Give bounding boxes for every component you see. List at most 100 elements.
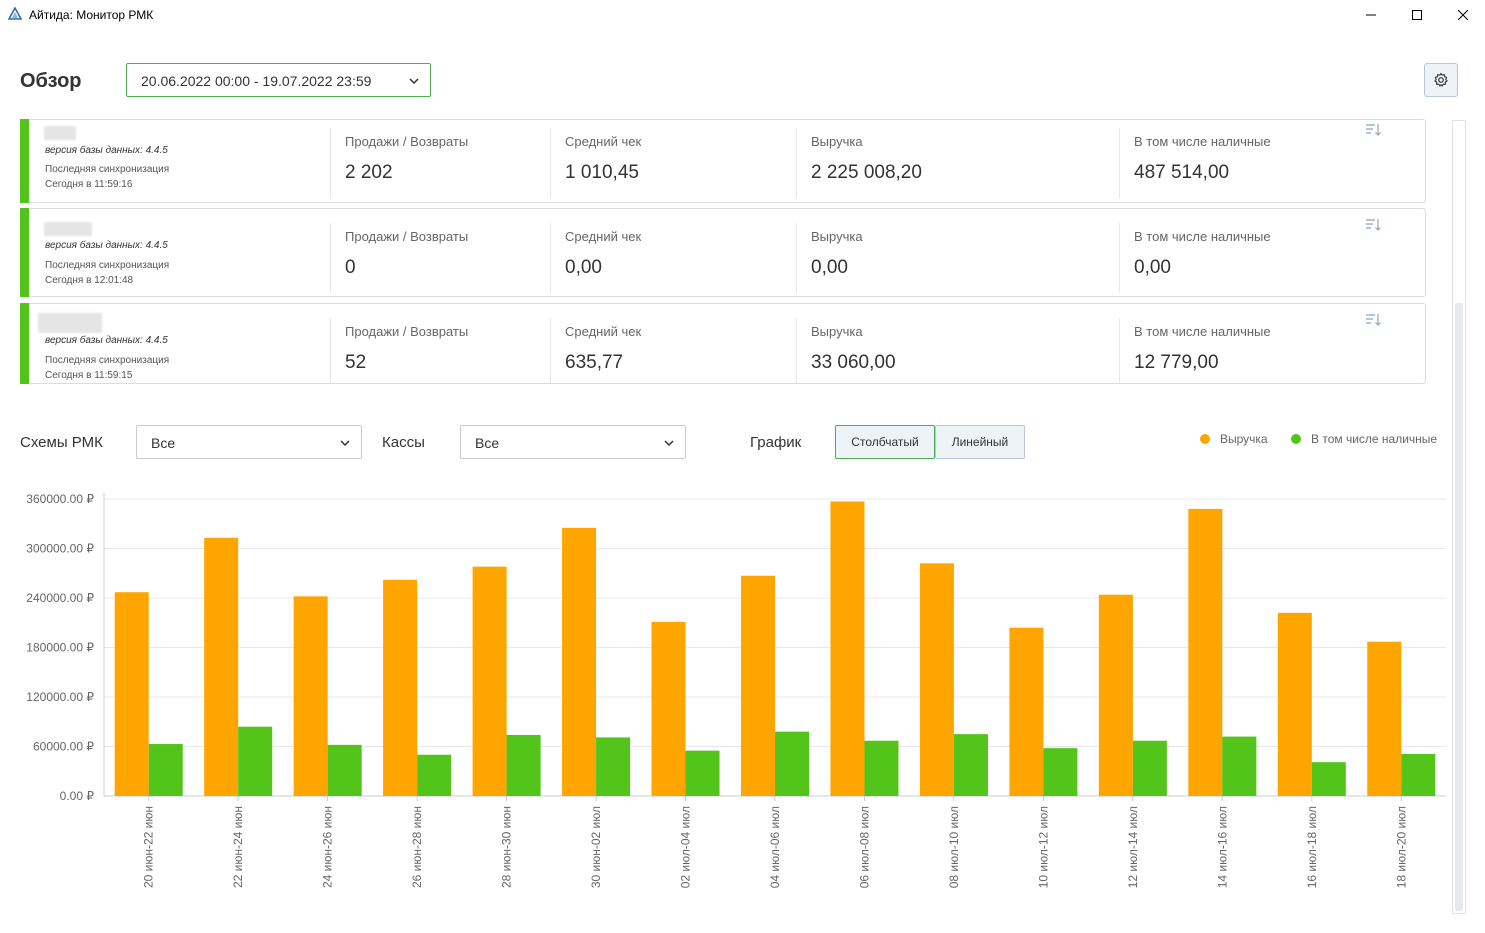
metric-value: 0,00 — [811, 257, 848, 278]
metric-revenue: Выручка 2 225 008,20 — [796, 128, 1119, 198]
db-version: версия базы данных: 4.4.5 — [45, 240, 168, 251]
metric-average-check: Средний чек 635,77 — [550, 318, 796, 384]
metric-sales-returns: Продажи / Возвраты 2 202 — [330, 128, 550, 198]
metric-value: 1 010,45 — [565, 162, 639, 183]
status-stripe — [20, 119, 29, 203]
bar-cash — [417, 754, 452, 796]
store-card[interactable]: версия базы данных: 4.4.5 Последняя синх… — [20, 208, 1426, 297]
bar-revenue — [1009, 627, 1044, 796]
registers-select[interactable]: Все — [460, 425, 686, 459]
schemes-select-value: Все — [151, 435, 176, 451]
store-name-redacted — [38, 313, 102, 333]
sync-label: Последняя синхронизация — [45, 164, 170, 175]
sort-icon[interactable] — [1364, 216, 1382, 234]
metric-label: В том числе наличные — [1134, 134, 1271, 149]
schemes-select[interactable]: Все — [136, 425, 362, 459]
bar-cash — [1043, 748, 1078, 796]
chevron-down-icon — [340, 440, 350, 447]
close-icon — [1458, 10, 1468, 20]
chevron-down-icon — [409, 78, 419, 85]
bar-cash — [1311, 762, 1346, 796]
legend-cash[interactable]: В том числе наличные — [1291, 432, 1437, 446]
legend-revenue[interactable]: Выручка — [1200, 432, 1268, 446]
minimize-button[interactable] — [1348, 0, 1394, 30]
chart-type-line-button[interactable]: Линейный — [935, 425, 1025, 459]
metric-label: Продажи / Возвраты — [345, 134, 469, 149]
bar-cash — [238, 726, 273, 796]
bar-revenue — [919, 563, 954, 796]
bar-revenue — [383, 579, 418, 796]
x-tick-label: 24 июн-26 июн — [321, 806, 335, 888]
metric-cash: В том числе наличные 0,00 — [1119, 223, 1359, 293]
bar-cash — [1401, 753, 1436, 796]
metric-value: 0 — [345, 257, 356, 278]
sort-icon[interactable] — [1364, 121, 1382, 139]
close-button[interactable] — [1440, 0, 1485, 30]
store-card[interactable]: версия базы данных: 4.4.5 Последняя синх… — [20, 303, 1426, 384]
bar-cash — [327, 744, 362, 796]
status-stripe — [20, 303, 29, 384]
sync-label: Последняя синхронизация — [45, 260, 170, 271]
bar-revenue — [741, 575, 775, 796]
bar-cash — [148, 744, 183, 796]
db-version: версия базы данных: 4.4.5 — [45, 335, 168, 346]
legend-label: В том числе наличные — [1311, 432, 1438, 446]
x-tick-label: 12 июл-14 июл — [1126, 806, 1140, 888]
store-name-redacted — [44, 222, 92, 236]
y-tick-label: 60000.00 ₽ — [33, 740, 94, 754]
metric-revenue: Выручка 33 060,00 — [796, 318, 1119, 384]
date-range-picker[interactable]: 20.06.2022 00:00 - 19.07.2022 23:59 — [126, 63, 431, 97]
bar-revenue — [1367, 641, 1402, 796]
metric-label: Выручка — [811, 134, 863, 149]
legend-label: Выручка — [1220, 432, 1268, 446]
x-tick-label: 16 июл-18 июл — [1305, 806, 1319, 888]
bar-revenue — [472, 566, 507, 796]
maximize-button[interactable] — [1394, 0, 1440, 30]
date-range-value: 20.06.2022 00:00 - 19.07.2022 23:59 — [141, 73, 372, 89]
store-name-redacted — [44, 126, 76, 140]
x-tick-label: 10 июл-12 июл — [1036, 806, 1050, 888]
bar-cash — [775, 731, 809, 796]
x-tick-label: 14 июл-16 июл — [1215, 806, 1229, 888]
settings-button[interactable] — [1424, 63, 1458, 97]
bar-cash — [864, 740, 899, 796]
chart-type-bar-button[interactable]: Столбчатый — [835, 425, 935, 459]
registers-label: Кассы — [382, 434, 425, 451]
bar-revenue — [1277, 612, 1312, 796]
metric-cash: В том числе наличные 12 779,00 — [1119, 318, 1359, 384]
scrollbar-thumb[interactable] — [1455, 303, 1463, 911]
metric-label: Средний чек — [565, 229, 642, 244]
bar-cash — [1132, 740, 1167, 796]
vertical-scrollbar[interactable] — [1452, 120, 1466, 914]
legend-dot — [1291, 434, 1301, 444]
metric-value: 0,00 — [565, 257, 602, 278]
metric-value: 2 202 — [345, 162, 393, 183]
y-tick-label: 180000.00 ₽ — [26, 641, 94, 655]
bar-cash — [506, 734, 541, 796]
db-version: версия базы данных: 4.4.5 — [45, 145, 168, 156]
chart-type-label: График — [750, 434, 802, 451]
metric-cash: В том числе наличные 487 514,00 — [1119, 128, 1359, 198]
y-tick-label: 300000.00 ₽ — [26, 542, 94, 556]
metric-value: 487 514,00 — [1134, 162, 1230, 183]
metric-sales-returns: Продажи / Возвраты 52 — [330, 318, 550, 384]
metric-average-check: Средний чек 1 010,45 — [550, 128, 796, 198]
y-tick-label: 0.00 ₽ — [60, 789, 95, 803]
sort-icon[interactable] — [1364, 311, 1382, 329]
gear-icon — [1434, 72, 1448, 87]
bar-revenue — [1188, 508, 1223, 796]
x-tick-label: 06 июл-08 июл — [857, 806, 871, 888]
x-tick-label: 22 июн-24 июн — [231, 806, 245, 888]
metric-label: Продажи / Возвраты — [345, 324, 469, 339]
x-tick-label: 18 июл-20 июл — [1394, 806, 1408, 888]
x-tick-label: 30 июн-02 июл — [589, 806, 603, 888]
sync-time: Сегодня в 11:59:15 — [45, 370, 133, 381]
store-card[interactable]: версия базы данных: 4.4.5 Последняя синх… — [20, 119, 1426, 203]
page-title: Обзор — [20, 70, 82, 92]
sync-time: Сегодня в 11:59:16 — [45, 179, 133, 190]
bar-cash — [685, 750, 720, 796]
app-logo-icon — [8, 7, 22, 20]
minimize-icon — [1366, 14, 1376, 16]
window-title: Айтида: Монитор РМК — [29, 8, 154, 22]
metric-label: Средний чек — [565, 324, 642, 339]
